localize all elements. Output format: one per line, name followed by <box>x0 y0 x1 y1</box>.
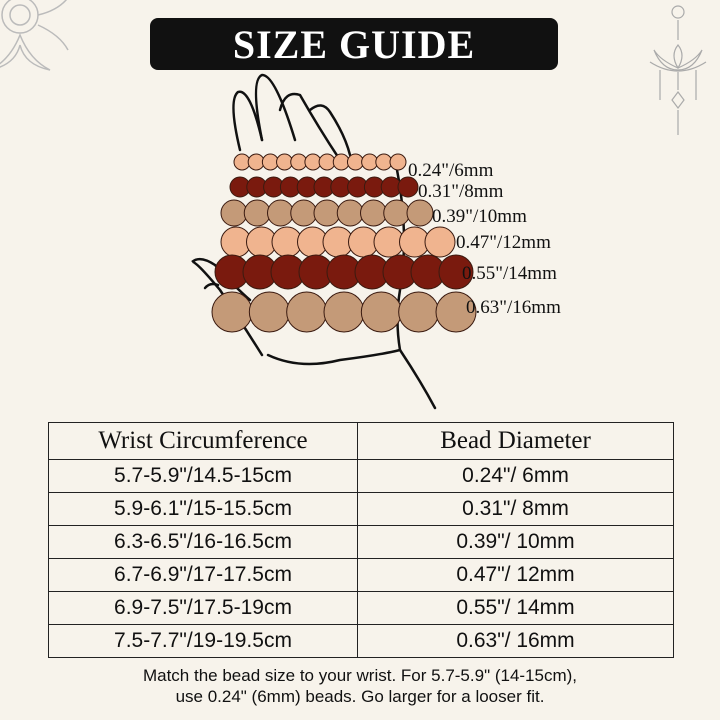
bead <box>323 291 365 333</box>
bead <box>332 153 350 171</box>
bead <box>397 176 419 198</box>
bead <box>336 199 364 227</box>
table-row: 5.7-5.9"/14.5-15cm 0.24"/ 6mm <box>48 459 674 493</box>
bead <box>313 199 341 227</box>
wrist-circumference-cell: 6.9-7.5"/17.5-19cm <box>48 591 358 625</box>
bead-diameter-cell: 0.39"/ 10mm <box>357 525 674 559</box>
bead <box>375 153 393 171</box>
bead-diameter-cell: 0.47"/ 12mm <box>357 558 674 592</box>
bead <box>424 226 456 258</box>
table-row: 6.3-6.5"/16-16.5cm 0.39"/ 10mm <box>48 525 674 559</box>
table-row: 6.7-6.9"/17-17.5cm 0.47"/ 12mm <box>48 558 674 592</box>
bead <box>318 153 336 171</box>
table-row: 5.9-6.1"/15-15.5cm 0.31"/ 8mm <box>48 492 674 526</box>
bead <box>267 199 294 227</box>
wrist-circumference-cell: 6.3-6.5"/16-16.5cm <box>48 525 358 559</box>
bead <box>360 199 387 227</box>
header-wrist-circumference: Wrist Circumference <box>48 422 358 460</box>
note-line-2: use 0.24" (6mm) beads. Go larger for a l… <box>175 687 545 706</box>
bead-diameter-cell: 0.31"/ 8mm <box>357 492 674 526</box>
header-bead-diameter: Bead Diameter <box>357 422 674 460</box>
bead-bracelets <box>211 153 477 333</box>
bead-size-label: 0.31"/8mm <box>418 181 504 202</box>
bead <box>398 291 440 333</box>
wrist-circumference-cell: 5.7-5.9"/14.5-15cm <box>48 459 358 493</box>
bead-size-label: 0.24"/6mm <box>408 160 494 181</box>
bead <box>361 153 379 171</box>
bead-diameter-cell: 0.63"/ 16mm <box>357 624 674 658</box>
title-banner: SIZE GUIDE <box>150 18 558 70</box>
bead <box>247 153 265 171</box>
bead <box>211 291 253 333</box>
bead <box>220 199 248 227</box>
bead <box>360 291 402 333</box>
bead <box>383 199 411 227</box>
bead <box>346 153 364 171</box>
bead <box>290 199 318 227</box>
mandala-flower-decoration <box>0 0 69 71</box>
bead-diameter-cell: 0.24"/ 6mm <box>357 459 674 493</box>
table-header-row: Wrist Circumference Bead Diameter <box>48 422 674 460</box>
table-row: 7.5-7.7"/19-19.5cm 0.63"/ 16mm <box>48 624 674 658</box>
bead <box>248 291 290 333</box>
lotus-hanging-decoration <box>649 5 707 135</box>
bead <box>261 153 279 171</box>
bead-diameter-cell: 0.55"/ 14mm <box>357 591 674 625</box>
bead <box>389 153 407 171</box>
bead-size-label: 0.63"/16mm <box>466 297 561 318</box>
bead <box>243 199 271 227</box>
fit-note: Match the bead size to your wrist. For 5… <box>0 665 720 707</box>
bead <box>276 153 294 171</box>
note-line-1: Match the bead size to your wrist. For 5… <box>142 666 578 685</box>
page-title: SIZE GUIDE <box>232 21 476 67</box>
hand-illustration <box>191 73 477 410</box>
bead <box>438 254 474 290</box>
wrist-circumference-cell: 6.7-6.9"/17-17.5cm <box>48 558 358 592</box>
table-row: 6.9-7.5"/17.5-19cm 0.55"/ 14mm <box>48 591 674 625</box>
wrist-circumference-cell: 5.9-6.1"/15-15.5cm <box>48 492 358 526</box>
bead-size-label: 0.55"/14mm <box>462 263 557 284</box>
bead-size-label: 0.47"/12mm <box>456 232 551 253</box>
bead <box>406 199 434 227</box>
bead <box>435 291 477 333</box>
bead <box>304 153 322 171</box>
bead <box>286 291 328 333</box>
bead <box>233 153 251 171</box>
size-table: Wrist Circumference Bead Diameter 5.7-5.… <box>48 422 674 658</box>
bead-size-label: 0.39"/10mm <box>432 206 527 227</box>
bead <box>290 153 308 171</box>
wrist-circumference-cell: 7.5-7.7"/19-19.5cm <box>48 624 358 658</box>
